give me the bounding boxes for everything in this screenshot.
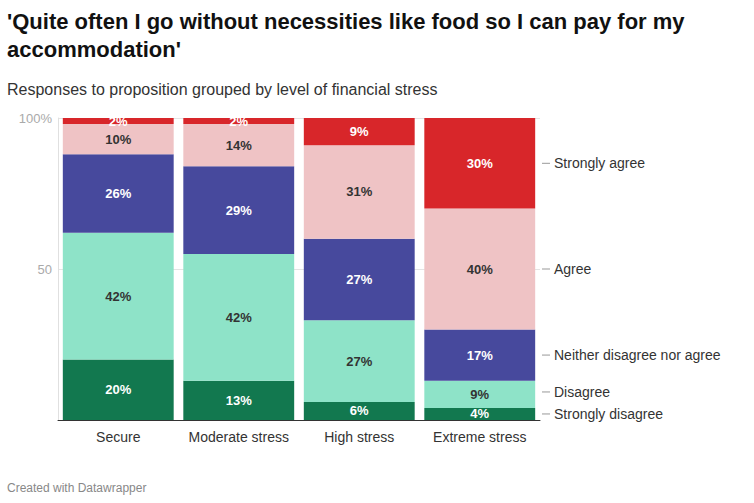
svg-text:Extreme stress: Extreme stress	[433, 429, 526, 445]
svg-text:20%: 20%	[105, 382, 131, 397]
svg-text:Secure: Secure	[96, 429, 141, 445]
svg-text:14%: 14%	[226, 138, 252, 153]
svg-text:4%: 4%	[470, 406, 489, 421]
svg-text:2%: 2%	[229, 114, 248, 129]
svg-text:Neither disagree nor agree: Neither disagree nor agree	[554, 347, 721, 363]
svg-text:13%: 13%	[226, 393, 252, 408]
svg-text:High stress: High stress	[324, 429, 394, 445]
svg-text:27%: 27%	[346, 354, 372, 369]
svg-text:26%: 26%	[105, 186, 131, 201]
svg-text:Strongly disagree: Strongly disagree	[554, 406, 663, 422]
svg-text:Responses to proposition group: Responses to proposition grouped by leve…	[7, 81, 437, 98]
svg-text:Created with Datawrapper: Created with Datawrapper	[7, 481, 146, 495]
svg-text:40%: 40%	[467, 262, 493, 277]
svg-text:30%: 30%	[467, 156, 493, 171]
svg-text:29%: 29%	[226, 203, 252, 218]
svg-text:100%: 100%	[19, 111, 53, 126]
svg-text:Strongly agree: Strongly agree	[554, 155, 645, 171]
svg-text:9%: 9%	[470, 387, 489, 402]
svg-text:Disagree: Disagree	[554, 384, 610, 400]
svg-text:accommodation': accommodation'	[7, 37, 181, 62]
svg-text:27%: 27%	[346, 272, 372, 287]
svg-text:'Quite often I go without nece: 'Quite often I go without necessities li…	[7, 9, 691, 34]
svg-text:6%: 6%	[350, 403, 369, 418]
svg-text:9%: 9%	[350, 124, 369, 139]
svg-text:50: 50	[38, 262, 52, 277]
svg-text:31%: 31%	[346, 184, 372, 199]
svg-text:10%: 10%	[105, 132, 131, 147]
svg-text:2%: 2%	[109, 114, 128, 129]
svg-text:Moderate stress: Moderate stress	[189, 429, 289, 445]
svg-text:17%: 17%	[467, 348, 493, 363]
svg-text:Agree: Agree	[554, 261, 592, 277]
svg-text:42%: 42%	[226, 310, 252, 325]
svg-text:42%: 42%	[105, 289, 131, 304]
